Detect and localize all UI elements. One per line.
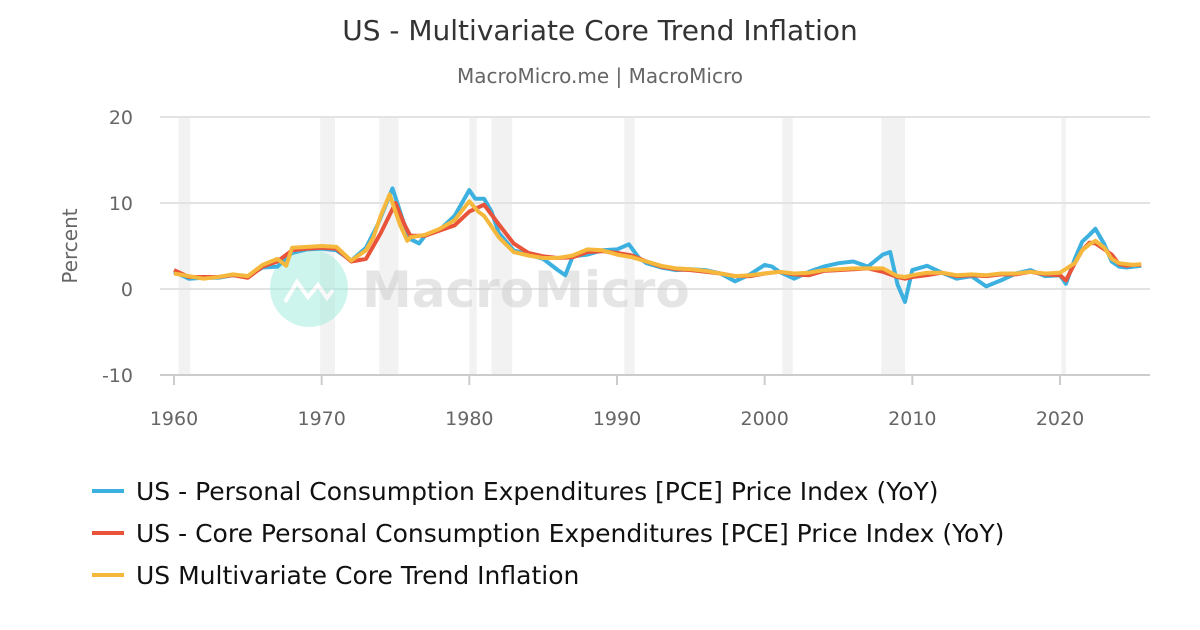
- watermark-logo-line: [283, 278, 335, 304]
- legend-item-pce[interactable]: US - Personal Consumption Expenditures […: [92, 470, 1004, 512]
- legend: US - Personal Consumption Expenditures […: [92, 470, 1004, 596]
- y-tick-label: 20: [109, 107, 133, 129]
- y-axis-label: Percent: [58, 208, 82, 283]
- legend-label: US - Core Personal Consumption Expenditu…: [136, 518, 1005, 548]
- watermark-logo-icon: [270, 249, 348, 327]
- recession-band: [1061, 117, 1066, 375]
- legend-swatch: [92, 489, 124, 493]
- recession-band: [491, 117, 513, 375]
- legend-item-mct[interactable]: US Multivariate Core Trend Inflation: [92, 554, 1004, 596]
- chart-subtitle: MacroMicro.me | MacroMicro: [457, 64, 743, 88]
- x-tick-label: 1970: [297, 408, 345, 430]
- recession-band: [379, 117, 399, 375]
- legend-swatch: [92, 531, 124, 535]
- legend-swatch: [92, 573, 124, 577]
- x-tick-label: 1990: [593, 408, 641, 430]
- watermark: MacroMicro: [270, 249, 690, 327]
- series-trend-inflation-line: [173, 192, 1142, 281]
- legend-item-core-pce[interactable]: US - Core Personal Consumption Expenditu…: [92, 512, 1004, 554]
- y-tick-label: 10: [109, 193, 133, 215]
- x-tick-label: 2000: [740, 408, 788, 430]
- y-tick-label: -10: [102, 365, 133, 387]
- chart-title: US - Multivariate Core Trend Inflation: [342, 14, 858, 47]
- x-tick-label: 1960: [150, 408, 198, 430]
- watermark-text: MacroMicro: [362, 261, 690, 319]
- x-tick-label: 2020: [1036, 408, 1084, 430]
- legend-label: US - Personal Consumption Expenditures […: [136, 476, 939, 506]
- x-tick-label: 2010: [888, 408, 936, 430]
- recession-band: [178, 117, 191, 375]
- recession-band: [881, 117, 905, 375]
- legend-label: US Multivariate Core Trend Inflation: [136, 560, 580, 590]
- x-tick-label: 1980: [445, 408, 493, 430]
- y-tick-label: 0: [121, 279, 133, 301]
- recession-band: [469, 117, 477, 375]
- recession-band: [782, 117, 793, 375]
